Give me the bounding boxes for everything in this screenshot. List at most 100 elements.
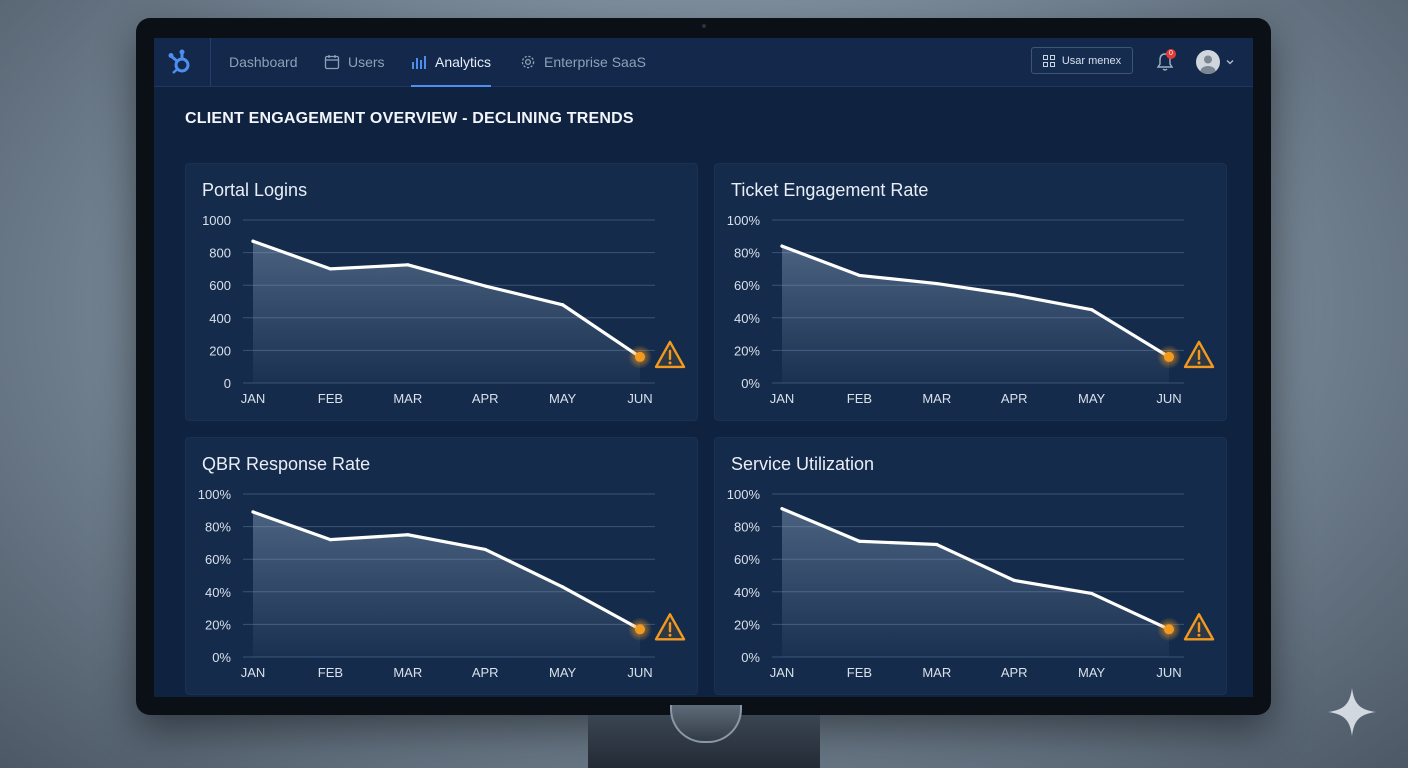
y-tick-label: 60% [205, 552, 231, 567]
x-tick-label: APR [1001, 665, 1028, 680]
data-point [328, 267, 332, 271]
series-area [253, 241, 640, 383]
nav-enterprise-saas[interactable]: Enterprise SaaS [520, 38, 646, 86]
x-tick-label: FEB [847, 665, 872, 680]
chart-service-utilization: 0% 20% 40% 60% 80% 100% JAN FEB MAR APR MAY JUN [727, 487, 1215, 680]
data-point [780, 244, 784, 248]
x-tick-label: JUN [1156, 665, 1181, 680]
warning-icon [654, 340, 686, 369]
y-tick-label: 0% [741, 376, 760, 391]
y-tick-label: 200 [209, 343, 231, 358]
chart-card-ticket-engagement-rate: Ticket Engagement Rate 0% 20% 40% 60% 80% 100… [714, 163, 1227, 421]
y-tick-label: 60% [734, 278, 760, 293]
y-tick-label: 100% [727, 487, 761, 502]
series-line [251, 510, 642, 631]
user-menu-button[interactable]: Usar menex [1031, 47, 1133, 74]
data-point [857, 539, 861, 543]
data-point [406, 263, 410, 267]
nav-analytics[interactable]: Analytics [411, 38, 492, 87]
x-tick-label: JAN [241, 391, 266, 406]
y-tick-label: 60% [734, 552, 760, 567]
data-point [857, 273, 861, 278]
x-tick-label: MAY [549, 391, 577, 406]
chart-qbr-response-rate: 0% 20% 40% 60% 80% 100% JAN FEB MAR APR MAY JUN [198, 487, 686, 680]
user-avatar-icon [1200, 55, 1216, 74]
data-point [1012, 578, 1016, 582]
data-point [780, 507, 784, 511]
nav-users[interactable]: Users [324, 38, 385, 86]
nav-enterprise-saas-label: Enterprise SaaS [544, 54, 646, 70]
logo[interactable] [154, 38, 211, 86]
x-tick-label: APR [472, 665, 499, 680]
y-tick-label: 0 [224, 376, 231, 391]
nav-dashboard[interactable]: Dashboard [229, 38, 298, 86]
x-tick-label: MAY [1078, 665, 1106, 680]
chart-title: Portal Logins [202, 180, 308, 200]
webcam [702, 24, 706, 28]
last-point-marker [635, 624, 645, 635]
hubspot-logo-icon [168, 49, 190, 74]
x-tick-label: MAR [393, 391, 422, 406]
y-tick-label: 20% [734, 343, 760, 358]
x-tick-label: APR [472, 391, 499, 406]
data-point [328, 538, 332, 542]
user-menu-label: Usar menex [1061, 54, 1122, 67]
series-area [782, 508, 1169, 657]
y-tick-label: 80% [734, 520, 760, 535]
data-point [935, 281, 939, 286]
chevron-down-icon[interactable] [1225, 57, 1235, 67]
chart-ticket-engagement-rate: 0% 20% 40% 60% 80% 100% JAN FEB MAR APR MAY JUN [727, 213, 1215, 406]
x-tick-label: JAN [770, 665, 795, 680]
sparkle-icon [1328, 688, 1376, 736]
x-tick-label: MAR [922, 665, 951, 680]
warning-icon [1183, 613, 1215, 641]
x-tick-label: MAR [922, 391, 951, 406]
series-area [253, 511, 640, 657]
y-tick-label: 80% [205, 520, 231, 535]
last-point-marker [635, 351, 645, 362]
page-title: CLIENT ENGAGEMENT OVERVIEW - DECLINING T… [185, 110, 634, 127]
nav-analytics-label: Analytics [435, 54, 492, 70]
screen: Dashboard Users Analytics [154, 38, 1253, 697]
x-tick-label: JUN [1156, 391, 1181, 406]
data-point [561, 585, 565, 589]
data-point [561, 303, 565, 307]
data-point [251, 239, 255, 243]
grid-icon [1042, 54, 1055, 67]
series-line [780, 244, 1171, 359]
x-tick-label: MAY [549, 665, 577, 680]
warning-icon [1183, 340, 1215, 369]
data-point [251, 510, 255, 514]
y-tick-label: 600 [209, 278, 231, 293]
x-tick-label: FEB [318, 665, 343, 680]
notification-badge: 0 [1166, 49, 1176, 59]
calendar-icon [324, 55, 340, 70]
y-tick-label: 40% [734, 311, 760, 326]
x-tick-label: JUN [627, 665, 652, 680]
last-point-marker [1164, 351, 1174, 362]
x-tick-label: FEB [847, 391, 872, 406]
nav-dashboard-label: Dashboard [229, 54, 298, 70]
x-tick-label: JAN [770, 391, 795, 406]
y-tick-label: 800 [209, 246, 231, 261]
y-tick-label: 20% [205, 617, 231, 632]
y-tick-label: 40% [734, 585, 760, 600]
y-tick-label: 100% [198, 487, 232, 502]
chart-title: QBR Response Rate [202, 454, 371, 474]
avatar[interactable] [1196, 50, 1220, 74]
chart-card-qbr-response-rate: QBR Response Rate 0% 20% 40% 60% 80% 100% JAN F… [185, 437, 698, 695]
y-tick-label: 400 [209, 311, 231, 326]
y-tick-label: 0% [212, 650, 231, 665]
monitor-frame: Dashboard Users Analytics [136, 18, 1271, 715]
chart-card-portal-logins: Portal Logins 0 200 400 600 800 1000 JAN FEB MAR… [185, 163, 698, 421]
data-point [1090, 591, 1094, 596]
y-tick-label: 40% [205, 585, 231, 600]
chart-portal-logins: 0 200 400 600 800 1000 JAN FEB MAR APR MAY JUN [202, 213, 686, 406]
y-tick-label: 100% [727, 213, 761, 228]
data-point [935, 542, 939, 547]
x-tick-label: APR [1001, 391, 1028, 406]
series-line [251, 239, 642, 359]
x-tick-label: JAN [241, 665, 266, 680]
x-tick-label: MAY [1078, 391, 1106, 406]
x-tick-label: FEB [318, 391, 343, 406]
